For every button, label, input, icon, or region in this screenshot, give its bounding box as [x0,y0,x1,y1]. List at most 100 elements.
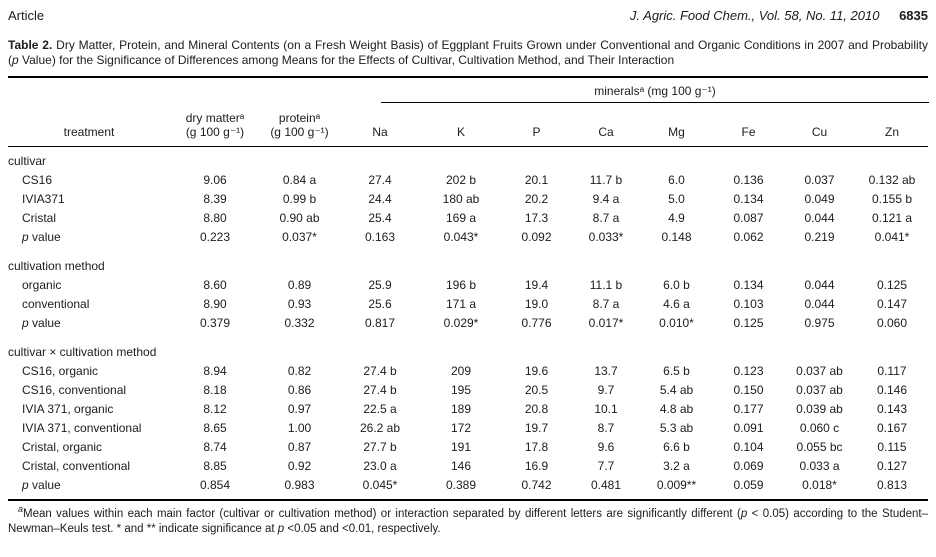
column-header-na: Na [339,125,421,139]
column-header-line: Na [372,125,388,139]
row-label: p value [8,314,170,333]
table-cell: 5.3 ab [659,421,694,435]
table-cell: 0.87 [287,440,312,454]
text-run: value [28,230,61,244]
text-run: p [12,53,19,67]
table-cell: 0.125 [733,316,764,330]
column-header-line: Ca [598,125,614,139]
table-cell: 8.7 a [592,211,620,225]
column-header-p: P [501,125,572,139]
table-cell: 0.481 [590,478,622,492]
table-cell: 0.033 a [799,459,840,473]
table-cell: 0.037 ab [796,383,843,397]
table-cell: 0.044 [804,278,835,292]
table-cell: 9.06 [203,173,227,187]
minerals-group-header: mineralsᵃ (mg 100 g⁻¹) [381,84,929,103]
column-header-mg: Mg [640,125,713,139]
row-label: p value [8,228,170,247]
table-cell: 0.125 [876,278,908,292]
table-row: CS16, organic 8.94 0.82 27.4 b 209 19.6 13.7 6.… [8,362,928,381]
table-footnote: aMean values within each main factor (cu… [8,505,928,537]
table-cell: 25.4 [368,211,392,225]
journal-citation: J. Agric. Food Chem., Vol. 58, No. 11, 2… [629,8,880,23]
row-label: CS16, organic [22,364,99,378]
table-cell: 0.044 [804,297,835,311]
text-run: p [277,523,285,535]
table-cell: 0.060 c [799,421,840,435]
table-body: cultivar CS16 9.06 0.84 a 27.4 202 b 20.1 11.7 … [8,147,928,501]
table-caption: Table 2. Dry Matter, Protein, and Minera… [8,38,928,68]
table-row: p value 0.379 0.332 0.817 0.029* 0.776 0.017* 0… [8,314,928,333]
table-cell: 8.65 [203,421,227,435]
table-cell: 0.219 [804,230,835,244]
table-cell: 0.92 [287,459,312,473]
journal-citation-group: J. Agric. Food Chem., Vol. 58, No. 11, 2… [630,8,928,23]
table-cell: 8.7 a [592,297,620,311]
table-cell: 0.136 [733,173,764,187]
table-cell: 8.94 [203,364,227,378]
page-number: 6835 [899,8,928,23]
table-cell: 27.4 [368,173,392,187]
text-run: value [28,478,61,492]
text-run: p [22,316,29,330]
table-cell: 20.2 [524,192,549,206]
table-cell: 8.18 [203,383,227,397]
table-cell: 5.0 [668,192,685,206]
table-cell: 0.389 [445,478,477,492]
table-cell: 11.7 b [589,173,623,187]
column-header-zn: Zn [855,125,929,139]
table-cell: 8.7 [597,421,615,435]
table-cell: 202 b [445,173,477,187]
table-cell: 0.010* [659,316,694,330]
table-cell: 20.5 [524,383,549,397]
column-header-line: Fe [741,125,756,139]
table-cell: 0.93 [287,297,312,311]
section-header-row: cultivation method [8,257,928,276]
table-cell: 0.033* [588,230,624,244]
table-cell: 0.177 [733,402,764,416]
journal-page: Article J. Agric. Food Chem., Vol. 58, N… [8,8,929,537]
table-cell: 0.134 [733,278,764,292]
table-cell: 0.82 [287,364,312,378]
table-cell: 20.1 [524,173,549,187]
table-cell: 8.74 [203,440,227,454]
section-header: cultivar [8,154,47,168]
table-cell: 169 a [445,211,477,225]
table-cell: 8.80 [203,211,227,225]
table-cell: 0.041* [874,230,910,244]
section-header-row: cultivar [8,152,928,171]
table-cell: 0.062 [733,230,764,244]
column-header-k: K [421,125,501,139]
table-cell: 0.121 a [871,211,913,225]
table-cell: 27.7 b [363,440,397,454]
table-cell: 0.332 [284,316,315,330]
table-cell: 10.1 [594,402,618,416]
table-cell: 9.6 [597,440,615,454]
text-run: p [22,230,29,244]
column-header-line: P [532,125,541,139]
table-cell: 8.12 [203,402,227,416]
table-cell: 0.104 [733,440,764,454]
table-row: p value 0.223 0.037* 0.163 0.043* 0.092 0.033*… [8,228,928,247]
table-cell: 0.817 [364,316,396,330]
table-cell: 189 [450,402,472,416]
table-row: CS16, conventional 8.18 0.86 27.4 b 195 20.5 9… [8,381,928,400]
table-cell: 209 [450,364,472,378]
table-row: IVIA 371, organic 8.12 0.97 22.5 a 189 20.8 10… [8,400,928,419]
table-cell: 0.90 ab [279,211,320,225]
article-type-label: Article [8,8,45,23]
table-cell: 27.4 b [363,383,397,397]
table-cell: 25.9 [368,278,392,292]
row-label: IVIA371 [22,192,65,206]
table-cell: 0.087 [733,211,764,225]
column-header-treatment: treatment [8,125,170,139]
section-header-row: cultivar × cultivation method [8,343,928,362]
table-cell: 0.167 [876,421,908,435]
table-cell: 180 ab [442,192,480,206]
table-cell: 0.97 [287,402,312,416]
column-header-line: treatment [63,125,115,139]
text-run: p [740,508,748,520]
table-cell: 0.127 [876,459,908,473]
table-cell: 0.123 [733,364,764,378]
table-cell: 4.8 ab [659,402,694,416]
